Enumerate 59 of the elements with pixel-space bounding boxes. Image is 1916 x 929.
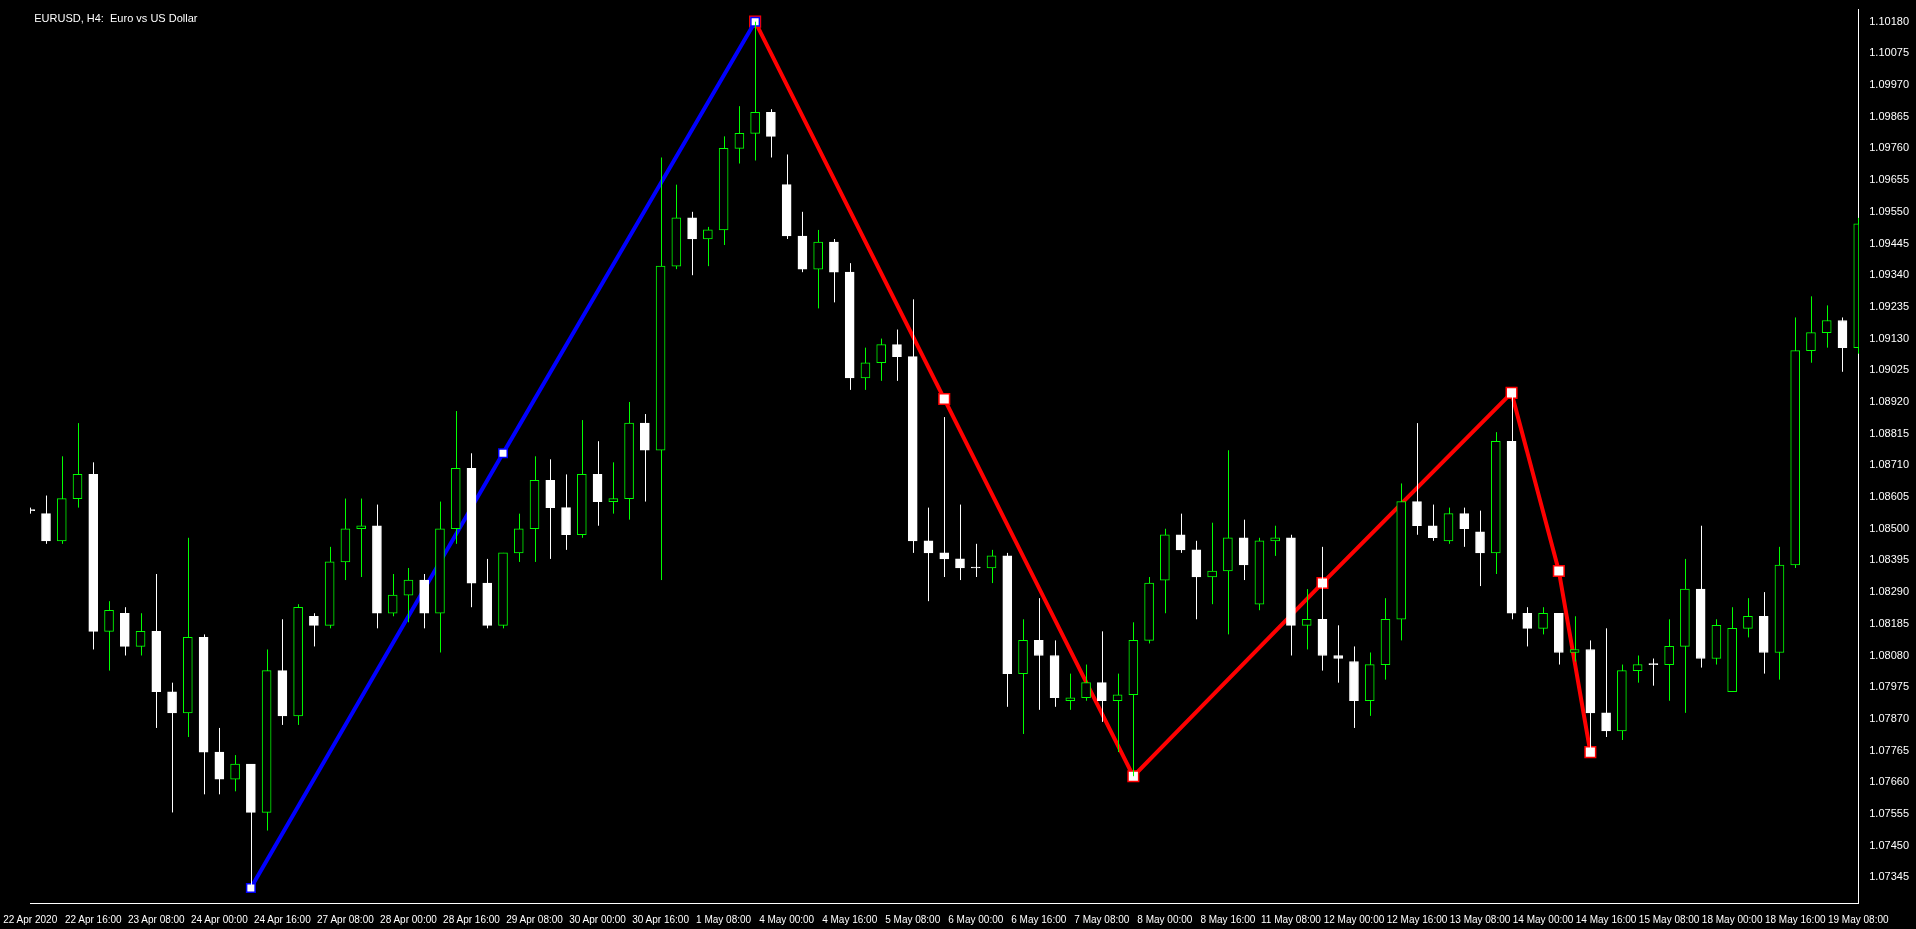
x-tick-label: 23 Apr 08:00: [127, 913, 186, 925]
chart-title: EURUSD, H4: Euro vs US Dollar: [34, 12, 198, 25]
x-tick-label: 22 Apr 2020: [3, 913, 58, 925]
y-tick-label: 1.08185: [1869, 616, 1909, 629]
x-tick-label: 30 Apr 16:00: [632, 913, 690, 925]
y-tick-label: 1.08605: [1869, 490, 1909, 503]
y-tick-label: 1.09445: [1869, 236, 1909, 249]
x-tick-label: 8 May 00:00: [1137, 913, 1193, 925]
x-tick-label: 14 May 00:00: [1512, 913, 1574, 925]
x-tick-label: 18 May 16:00: [1764, 913, 1826, 925]
y-tick-label: 1.10075: [1869, 46, 1909, 59]
y-tick-label: 1.07345: [1869, 870, 1909, 883]
x-tick-label: 19 May 08:00: [1827, 913, 1889, 925]
y-tick-label: 1.07870: [1869, 711, 1909, 724]
y-tick-label: 1.08920: [1869, 395, 1909, 407]
x-tick-label: 24 Apr 00:00: [190, 913, 249, 925]
x-tick-label: 22 Apr 16:00: [64, 913, 123, 925]
y-tick-label: 1.08080: [1869, 648, 1909, 661]
x-tick-label: 28 Apr 00:00: [380, 913, 438, 925]
y-tick-label: 1.08710: [1869, 458, 1909, 471]
y-tick-label: 1.09655: [1869, 173, 1909, 186]
x-tick-label: 30 Apr 00:00: [569, 913, 627, 925]
y-tick-label: 1.10180: [1869, 14, 1909, 27]
x-tick-label: 1 May 08:00: [696, 913, 752, 925]
x-tick-label: 27 Apr 08:00: [317, 913, 375, 925]
y-tick-label: 1.08815: [1869, 426, 1909, 439]
y-tick-label: 1.07660: [1869, 775, 1909, 788]
x-tick-label: 28 Apr 16:00: [443, 913, 501, 925]
y-tick-label: 1.08395: [1869, 553, 1909, 566]
y-tick-label: 1.09865: [1869, 109, 1909, 122]
x-tick-label: 5 May 08:00: [885, 913, 941, 925]
y-tick-label: 1.09340: [1869, 268, 1909, 281]
y-tick-label: 1.09025: [1869, 363, 1909, 376]
y-tick-label: 1.09235: [1869, 299, 1909, 312]
y-tick-label: 1.08500: [1869, 521, 1909, 534]
x-tick-label: 13 May 08:00: [1449, 913, 1511, 925]
x-tick-label: 24 Apr 16:00: [254, 913, 312, 925]
y-tick-label: 1.09970: [1869, 78, 1909, 91]
x-tick-label: 29 Apr 08:00: [506, 913, 564, 925]
x-tick-label: 6 May 16:00: [1011, 913, 1067, 925]
x-tick-label: 4 May 00:00: [759, 913, 815, 925]
y-tick-label: 1.09760: [1869, 141, 1909, 154]
y-tick-label: 1.07975: [1869, 680, 1909, 693]
y-tick-label: 1.07450: [1869, 838, 1909, 851]
x-tick-label: 7 May 08:00: [1074, 913, 1130, 925]
x-tick-label: 6 May 00:00: [948, 913, 1004, 925]
x-tick-label: 12 May 00:00: [1323, 913, 1385, 925]
y-tick-label: 1.07765: [1869, 743, 1909, 756]
y-tick-label: 1.07555: [1869, 806, 1909, 819]
x-tick-label: 8 May 16:00: [1200, 913, 1256, 925]
x-tick-label: 11 May 08:00: [1261, 913, 1322, 925]
x-tick-label: 12 May 16:00: [1386, 913, 1448, 925]
y-tick-label: 1.09550: [1869, 204, 1909, 217]
x-tick-label: 15 May 08:00: [1638, 913, 1700, 925]
x-tick-label: 18 May 00:00: [1701, 913, 1763, 925]
y-tick-label: 1.08290: [1869, 585, 1909, 598]
y-tick-label: 1.09130: [1869, 331, 1909, 344]
x-tick-label: 4 May 16:00: [822, 913, 878, 925]
x-tick-label: 14 May 16:00: [1575, 913, 1637, 925]
